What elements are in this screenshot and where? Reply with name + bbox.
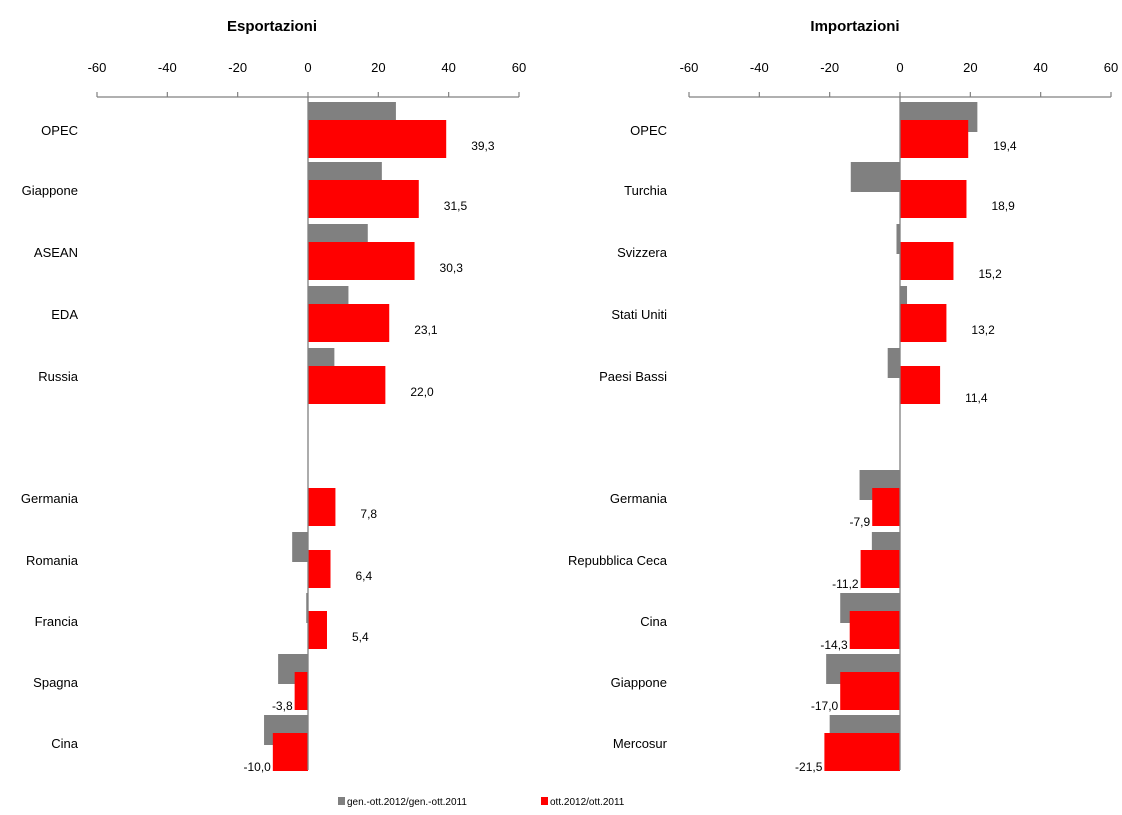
imports-bar-gen-ott-turchia bbox=[850, 162, 900, 192]
exports-category-label: Germania bbox=[21, 491, 79, 506]
exports-category-label: Russia bbox=[38, 369, 79, 384]
exports-tick-label: 40 bbox=[441, 60, 455, 75]
exports-tick-label: -60 bbox=[88, 60, 107, 75]
imports-bar-ott-stati-uniti bbox=[900, 304, 947, 342]
imports-tick-label: -60 bbox=[680, 60, 699, 75]
imports-bar-ott-repubblica-ceca bbox=[860, 550, 900, 588]
exports-bar-ott-russia bbox=[308, 366, 386, 404]
exports-bar-ott-asean bbox=[308, 242, 415, 280]
imports-category-label: Stati Uniti bbox=[611, 307, 667, 322]
legend-swatch-gen-ott bbox=[338, 797, 345, 805]
exports-data-label: 7,8 bbox=[360, 507, 377, 521]
exports-bar-ott-francia bbox=[308, 611, 327, 649]
exports-bar-ott-romania bbox=[308, 550, 331, 588]
imports-data-label: -7,9 bbox=[850, 515, 871, 529]
exports-category-label: Giappone bbox=[22, 183, 78, 198]
exports-data-label: 23,1 bbox=[414, 323, 438, 337]
exports-data-label: 30,3 bbox=[440, 261, 464, 275]
imports-data-label: -17,0 bbox=[811, 699, 839, 713]
exports-bar-ott-eda bbox=[308, 304, 390, 342]
imports-bar-ott-cina bbox=[849, 611, 900, 649]
imports-title: Importazioni bbox=[810, 18, 899, 35]
imports-bar-ott-turchia bbox=[900, 180, 967, 218]
exports-category-label: Romania bbox=[26, 553, 79, 568]
exports-data-label: -3,8 bbox=[272, 699, 293, 713]
imports-bar-gen-ott-stati-uniti bbox=[900, 286, 908, 316]
exports-bar-ott-giappone bbox=[308, 180, 419, 218]
exports-tick-label: -20 bbox=[228, 60, 247, 75]
imports-bar-gen-ott-paesi-bassi bbox=[887, 348, 900, 378]
exports-category-label: ASEAN bbox=[34, 245, 78, 260]
exports-category-label: EDA bbox=[51, 307, 78, 322]
exports-bar-ott-spagna bbox=[294, 672, 308, 710]
imports-category-label: Germania bbox=[610, 491, 668, 506]
imports-category-label: Cina bbox=[640, 614, 668, 629]
exports-data-label: 39,3 bbox=[471, 139, 495, 153]
exports-bar-ott-opec bbox=[308, 120, 447, 158]
imports-category-label: Mercosur bbox=[613, 736, 668, 751]
imports-tick-label: 0 bbox=[896, 60, 903, 75]
imports-bar-ott-germania bbox=[872, 488, 900, 526]
exports-category-label: Francia bbox=[35, 614, 79, 629]
imports-data-label: -14,3 bbox=[820, 638, 848, 652]
legend: gen.-ott.2012/gen.-ott.2011 ott.2012/ott… bbox=[338, 797, 625, 808]
imports-category-label: Repubblica Ceca bbox=[568, 553, 668, 568]
imports-bar-ott-opec bbox=[900, 120, 969, 158]
imports-category-label: Turchia bbox=[624, 183, 668, 198]
imports-panel: Importazioni -60 -40 -20 0 20 40 60 OPEC 19,4 Turc… bbox=[568, 18, 1118, 774]
imports-data-label: 11,4 bbox=[965, 391, 988, 405]
imports-category-label: OPEC bbox=[630, 123, 667, 138]
exports-tick-label: 60 bbox=[512, 60, 526, 75]
imports-bar-gen-ott-svizzera bbox=[896, 224, 900, 254]
imports-data-label: 18,9 bbox=[991, 199, 1015, 213]
imports-bar-ott-mercosur bbox=[824, 733, 900, 771]
imports-data-label: 13,2 bbox=[971, 323, 995, 337]
exports-tick-label: 0 bbox=[304, 60, 311, 75]
imports-data-label: -11,2 bbox=[832, 577, 859, 591]
exports-data-label: 6,4 bbox=[356, 569, 373, 583]
exports-bar-gen-ott-romania bbox=[292, 532, 308, 562]
exports-tick-label: 20 bbox=[371, 60, 385, 75]
exports-panel: Esportazioni -60 -40 -20 0 20 40 60 OPEC 39,3 Giap… bbox=[21, 18, 526, 774]
imports-bar-ott-svizzera bbox=[900, 242, 954, 280]
exports-category-label: OPEC bbox=[41, 123, 78, 138]
exports-title: Esportazioni bbox=[227, 18, 317, 35]
imports-category-label: Paesi Bassi bbox=[599, 369, 667, 384]
imports-category-label: Svizzera bbox=[617, 245, 668, 260]
legend-label-gen-ott: gen.-ott.2012/gen.-ott.2011 bbox=[347, 797, 467, 808]
legend-label-ott: ott.2012/ott.2011 bbox=[550, 797, 625, 808]
legend-swatch-ott bbox=[541, 797, 548, 805]
exports-data-label: 31,5 bbox=[444, 199, 468, 213]
exports-category-label: Spagna bbox=[33, 675, 79, 690]
imports-data-label: 15,2 bbox=[978, 267, 1002, 281]
imports-tick-label: -40 bbox=[750, 60, 769, 75]
imports-category-label: Giappone bbox=[611, 675, 667, 690]
imports-bar-ott-paesi-bassi bbox=[900, 366, 941, 404]
exports-data-label: 22,0 bbox=[410, 385, 434, 399]
exports-tick-label: -40 bbox=[158, 60, 177, 75]
exports-category-label: Cina bbox=[51, 736, 79, 751]
exports-data-label: 5,4 bbox=[352, 630, 369, 644]
imports-tick-label: -20 bbox=[820, 60, 839, 75]
exports-bar-ott-cina bbox=[272, 733, 308, 771]
imports-tick-label: 40 bbox=[1033, 60, 1047, 75]
exports-bar-ott-germania bbox=[308, 488, 336, 526]
exports-data-label: -10,0 bbox=[243, 760, 271, 774]
imports-data-label: 19,4 bbox=[993, 139, 1017, 153]
exports-bar-gen-ott-francia bbox=[306, 593, 308, 623]
imports-tick-label: 20 bbox=[963, 60, 977, 75]
imports-data-label: -21,5 bbox=[795, 760, 823, 774]
imports-bar-ott-giappone bbox=[840, 672, 900, 710]
imports-tick-label: 60 bbox=[1104, 60, 1118, 75]
